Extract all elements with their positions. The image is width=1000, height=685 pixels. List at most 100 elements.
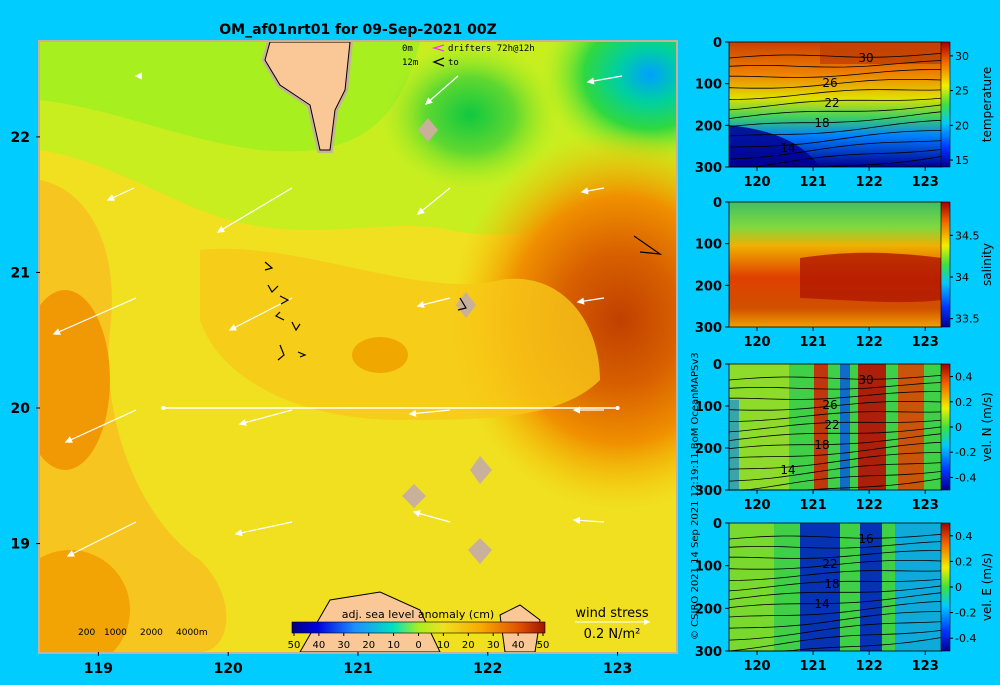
contour-line: [729, 69, 942, 78]
contour-line: [728, 79, 943, 89]
section-y-tick-label: 0: [713, 358, 722, 373]
section-x-tick-label: 120: [743, 335, 770, 350]
wind-arrow: [413, 511, 451, 523]
wind-arrow: [217, 187, 293, 233]
colorbar-tick-label: 0: [415, 640, 421, 651]
section-y-tick-label: 0: [713, 36, 722, 51]
section-colorbar-tick-label: 15: [955, 154, 969, 167]
map-x-tick-label: 121: [343, 661, 372, 677]
section-y-tick-label: 200: [695, 279, 722, 294]
section-x-tick-label: 120: [743, 659, 770, 674]
wind-arrow: [417, 187, 451, 215]
wind-arrow-head: [576, 297, 585, 305]
section-y-tick-label: 100: [695, 78, 722, 93]
section-colorbar-tick-label: 25: [955, 85, 969, 98]
section-x-tick-label: 123: [912, 175, 939, 190]
colorbar-tick-label: 30: [337, 640, 350, 651]
wind-stress-arrows: [52, 72, 623, 557]
contour-label: 26: [822, 398, 837, 412]
wind-arrow: [53, 297, 137, 335]
contour-line: [728, 541, 943, 549]
contour-label: 16: [858, 532, 873, 546]
contour-line: [728, 426, 943, 441]
section-colorbar-tick-label: 0: [955, 421, 962, 434]
wind-arrow-head: [416, 207, 425, 215]
contour-label: 14: [814, 597, 829, 611]
wind-arrow-head: [580, 187, 589, 195]
map-x-tick-label: 120: [214, 661, 243, 677]
contour-label: 26: [822, 76, 837, 90]
section-x-tick-label: 120: [743, 175, 770, 190]
contour-label: 18: [814, 116, 829, 130]
section-colorbar-tick-label: 0: [955, 581, 962, 594]
contour-line: [728, 382, 943, 390]
contour-line: [728, 441, 943, 459]
colorbar-ticks: 50 40 30 20 10 0 10 20 30 40 50: [288, 633, 550, 651]
contour-line: [729, 391, 942, 400]
section-x-tick-label: 122: [856, 335, 883, 350]
contour-line: [728, 560, 943, 570]
section-x-tick-label: 120: [743, 498, 770, 513]
drifter-legend-line2-left: 12m: [402, 58, 418, 68]
wind-arrow-head: [572, 516, 581, 524]
colorbar-gradient: [291, 621, 546, 634]
bathy-label-200: 200: [78, 628, 95, 638]
section-y-tick-label: 200: [695, 442, 722, 457]
section-ylabel: temperature: [980, 67, 994, 142]
section-x-tick-label: 121: [800, 659, 827, 674]
section-panel-salinity: 120 121 122 123 0 100 200 300 34.5 34 33.5 salinity: [695, 196, 994, 350]
wind-scale-label: 0.2 N/m²: [584, 627, 641, 642]
contour-line: [728, 119, 943, 137]
wind-arrow-head: [416, 301, 425, 309]
drifter-legend-line1-right: drifters 72h@12h: [448, 44, 535, 54]
colorbar-tick-label: 10: [437, 640, 450, 651]
colorbar-tick-label: 50: [537, 640, 550, 651]
section-y-tick-label: 100: [695, 400, 722, 415]
wind-arrow-head: [234, 529, 243, 537]
contour-label: 30: [858, 373, 873, 387]
section-start: [161, 406, 166, 410]
contour-line: [728, 411, 943, 422]
contour-line: [728, 401, 943, 411]
contour-line: [728, 419, 943, 433]
contour-line: [728, 600, 943, 618]
section-colorbar: [940, 41, 951, 168]
section-panel-temperature: 30 26 22 18 14 120 121 122 123 0 100 200 300 30 25 20 15…: [695, 36, 994, 190]
contour-line: [728, 462, 943, 482]
wind-arrow: [409, 409, 451, 415]
colorbar-tick-label: 30: [487, 640, 500, 651]
section-colorbar-tick-label: -0.2: [955, 607, 976, 620]
contour-line: [728, 533, 943, 540]
salinity-section: [729, 202, 942, 327]
wind-arrow: [67, 521, 137, 557]
colorbar-tick-label: 20: [362, 640, 375, 651]
section-colorbar: [940, 201, 951, 328]
contour-line: [728, 630, 943, 652]
contour-line: [728, 374, 943, 381]
section-colorbar-tick-label: 34.5: [955, 229, 980, 242]
wind-arrow-head: [64, 436, 73, 443]
contour-line: [728, 433, 943, 450]
contour-line: [728, 621, 943, 641]
drifter-12h-arrow: [432, 57, 445, 67]
contour-line: [728, 130, 943, 148]
drifter-72h-arrow: [431, 44, 445, 52]
contour-label: 14: [780, 463, 795, 477]
section-colorbar-tick-label: 0.2: [955, 396, 973, 409]
section-ylabel: vel. E (m/s): [980, 553, 994, 621]
section-x-tick-label: 123: [912, 659, 939, 674]
contour-label: 18: [824, 577, 839, 591]
colorbar-tick-label: 40: [512, 640, 525, 651]
section-colorbar-tick-label: 33.5: [955, 313, 980, 326]
section-colorbar-tick-label: -0.4: [955, 632, 976, 645]
contour-line: [728, 585, 943, 600]
wind-arrow-head: [238, 418, 247, 426]
section-x-tick-label: 122: [856, 175, 883, 190]
wind-arrow-head: [586, 77, 595, 85]
wind-arrow-head: [66, 550, 75, 557]
section-colorbar: [940, 522, 951, 652]
contour-line: [729, 149, 943, 168]
wind-stress-legend: wind stress 0.2 N/m²: [575, 606, 650, 642]
